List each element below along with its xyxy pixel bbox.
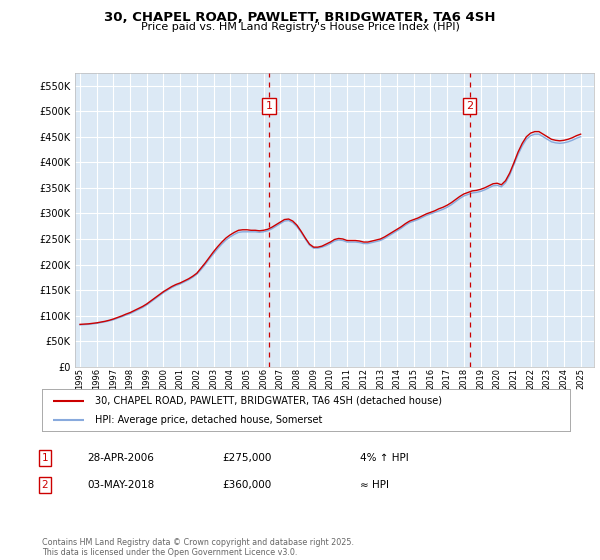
Text: 1: 1	[41, 453, 49, 463]
Text: 2: 2	[41, 480, 49, 490]
Text: Contains HM Land Registry data © Crown copyright and database right 2025.
This d: Contains HM Land Registry data © Crown c…	[42, 538, 354, 557]
Text: ≈ HPI: ≈ HPI	[360, 480, 389, 490]
Text: 1: 1	[265, 101, 272, 111]
Text: 4% ↑ HPI: 4% ↑ HPI	[360, 453, 409, 463]
Text: 2: 2	[466, 101, 473, 111]
Text: £275,000: £275,000	[222, 453, 271, 463]
Text: 03-MAY-2018: 03-MAY-2018	[87, 480, 154, 490]
Text: £360,000: £360,000	[222, 480, 271, 490]
Text: 28-APR-2006: 28-APR-2006	[87, 453, 154, 463]
Text: HPI: Average price, detached house, Somerset: HPI: Average price, detached house, Some…	[95, 415, 322, 425]
Text: Price paid vs. HM Land Registry's House Price Index (HPI): Price paid vs. HM Land Registry's House …	[140, 22, 460, 32]
Text: 30, CHAPEL ROAD, PAWLETT, BRIDGWATER, TA6 4SH (detached house): 30, CHAPEL ROAD, PAWLETT, BRIDGWATER, TA…	[95, 395, 442, 405]
Text: 30, CHAPEL ROAD, PAWLETT, BRIDGWATER, TA6 4SH: 30, CHAPEL ROAD, PAWLETT, BRIDGWATER, TA…	[104, 11, 496, 24]
